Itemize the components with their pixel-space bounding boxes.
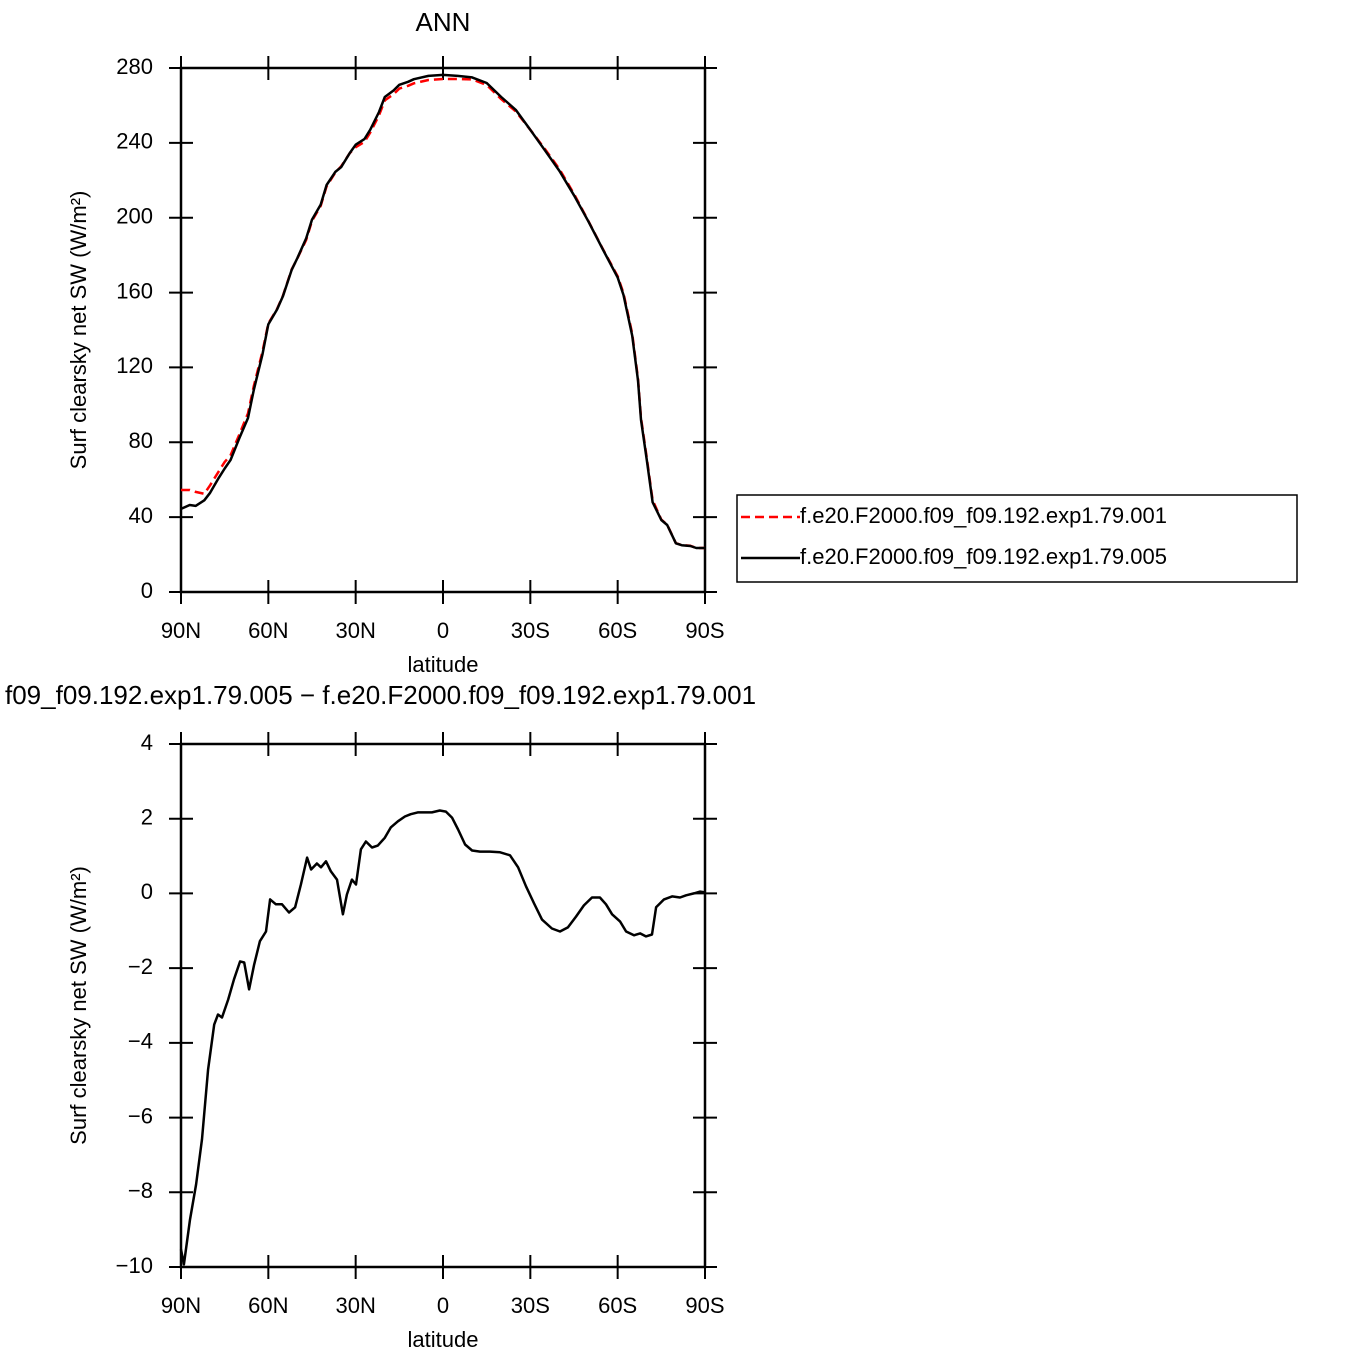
y-tick-label: 0	[141, 578, 153, 603]
plot-frame	[179, 742, 707, 1269]
y-tick-label: 280	[116, 54, 153, 79]
x-tick-label: 60S	[598, 1293, 637, 1318]
y-axis-label: Surf clearsky net SW (W/m²)	[66, 191, 91, 470]
x-tick-label: 60N	[248, 1293, 288, 1318]
y-tick-label: 4	[141, 730, 153, 755]
y-tick-label: 2	[141, 805, 153, 830]
x-tick-label: 90S	[685, 618, 724, 643]
y-tick-label: 120	[116, 353, 153, 378]
x-tick-label: 0	[437, 1293, 449, 1318]
data-line	[179, 809, 706, 1266]
x-tick-label: 30N	[335, 618, 375, 643]
legend-label: f.e20.F2000.f09_f09.192.exp1.79.005	[800, 544, 1167, 569]
y-tick-label: 160	[116, 278, 153, 303]
y-tick-label: 240	[116, 129, 153, 154]
y-tick-label: −4	[128, 1029, 153, 1054]
y-tick-label: 80	[129, 428, 153, 453]
x-axis-label: latitude	[408, 652, 479, 677]
y-axis-label: Surf clearsky net SW (W/m²)	[66, 866, 91, 1145]
y-tick-label: 200	[116, 204, 153, 229]
x-tick-label: 0	[437, 618, 449, 643]
y-tick-label: −8	[128, 1178, 153, 1203]
x-tick-label: 30S	[511, 618, 550, 643]
data-line	[180, 73, 705, 550]
y-tick-label: −2	[128, 954, 153, 979]
plot-frame	[179, 66, 707, 594]
x-tick-label: 60S	[598, 618, 637, 643]
y-tick-label: −10	[116, 1253, 153, 1278]
x-tick-label: 90N	[161, 618, 201, 643]
x-tick-label: 30N	[335, 1293, 375, 1318]
y-tick-label: 40	[129, 503, 153, 528]
x-tick-label: 60N	[248, 618, 288, 643]
chart-title: f09_f09.192.exp1.79.005 − f.e20.F2000.f0…	[5, 680, 756, 710]
x-axis-label: latitude	[408, 1327, 479, 1352]
x-tick-label: 90N	[161, 1293, 201, 1318]
y-tick-label: 0	[141, 879, 153, 904]
chart-title: ANN	[416, 7, 471, 37]
legend-box	[736, 494, 1298, 583]
y-tick-label: −6	[128, 1103, 153, 1128]
x-tick-label: 90S	[685, 1293, 724, 1318]
x-tick-label: 30S	[511, 1293, 550, 1318]
legend-label: f.e20.F2000.f09_f09.192.exp1.79.001	[800, 503, 1167, 528]
